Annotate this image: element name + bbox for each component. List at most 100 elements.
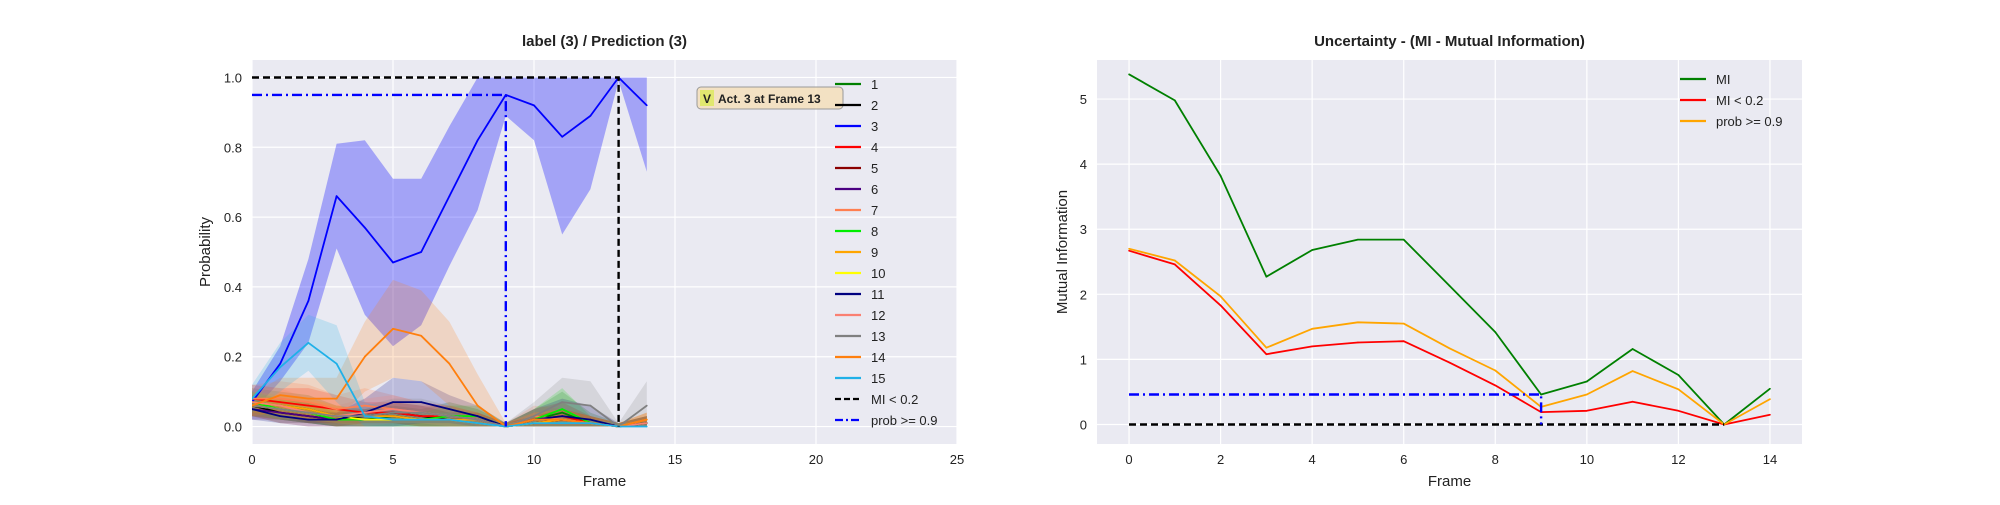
annotation-box (696, 86, 844, 110)
y-tick-label: 5 (1080, 92, 1087, 107)
point-series-MI (1128, 73, 1130, 76)
point-series-13 (561, 401, 563, 403)
point-series-MI (1769, 387, 1771, 390)
point-series-8 (561, 408, 563, 410)
point-series-MI (1586, 380, 1588, 383)
point-series-7 (279, 397, 282, 400)
y-tick-label: 0.8 (224, 140, 242, 155)
point-series-15 (561, 422, 563, 424)
x-tick-label: 25 (950, 452, 964, 467)
point-series-prob >= 0.9 (1586, 393, 1588, 396)
point-series-11 (279, 415, 282, 417)
point-series-MI (1540, 393, 1542, 396)
legend-label: 9 (871, 245, 878, 260)
point-series-7 (335, 408, 338, 410)
point-series-15 (335, 362, 338, 365)
point-series-prob >= 0.9 (1311, 328, 1313, 330)
plot-content (1128, 73, 1771, 426)
legend-label: 8 (871, 224, 878, 239)
x-tick-label: 14 (1763, 452, 1777, 467)
x-tick-label: 12 (1671, 452, 1685, 467)
x-tick-label: 0 (248, 452, 255, 467)
point-series-3 (561, 136, 563, 138)
legend-label: 1 (871, 77, 878, 92)
legend-label: 2 (871, 98, 878, 113)
plot-area (1097, 60, 1802, 444)
point-series-15 (646, 425, 648, 428)
y-tick-label: 3 (1080, 222, 1087, 237)
point-series-6 (279, 411, 282, 414)
point-series-12 (646, 422, 648, 424)
point-series-MI < 0.2 (1357, 341, 1359, 344)
point-series-15 (307, 341, 310, 344)
point-series-MI (1357, 238, 1359, 241)
x-axis-label: Frame (1428, 473, 1471, 490)
point-series-3 (420, 251, 423, 253)
point-series-prob >= 0.9 (1494, 369, 1497, 372)
legend-label: prob >= 0.9 (871, 413, 938, 428)
point-series-14 (561, 418, 563, 421)
legend-label: 14 (871, 350, 885, 365)
point-series-14 (646, 418, 648, 421)
point-series-14 (279, 394, 282, 396)
activity-annotation: V Act. 3 at Frame 13 (696, 86, 844, 110)
band-series-3 (252, 77, 647, 413)
x-tick-label: 10 (527, 452, 541, 467)
point-series-13 (392, 411, 394, 414)
x-tick-label: 10 (1580, 452, 1594, 467)
point-series-9 (307, 408, 310, 410)
point-series-MI < 0.2 (1219, 304, 1222, 307)
point-series-MI < 0.2 (1402, 340, 1405, 342)
point-series-11 (392, 401, 394, 403)
point-series-3 (279, 362, 282, 365)
point-series-prob >= 0.9 (1402, 322, 1405, 325)
point-series-12 (279, 404, 282, 407)
point-series-12 (364, 411, 366, 414)
x-tick-label: 15 (668, 452, 682, 467)
point-series-15 (364, 415, 366, 417)
legend-label: 15 (871, 371, 885, 386)
point-series-14 (364, 355, 366, 358)
x-tick-label: 4 (1309, 452, 1316, 467)
point-series-MI (1402, 238, 1405, 241)
point-series-prob >= 0.9 (1265, 346, 1268, 349)
point-series-4 (420, 415, 423, 417)
point-series-11 (420, 401, 423, 403)
point-series-14 (335, 397, 338, 400)
point-series-11 (252, 408, 253, 410)
point-series-MI < 0.2 (1128, 249, 1130, 252)
y-tick-label: 1.0 (224, 70, 242, 85)
point-series-11 (307, 418, 310, 421)
point-series-14 (252, 404, 253, 407)
point-series-11 (476, 415, 479, 417)
point-series-14 (420, 334, 423, 337)
legend-label: 11 (871, 287, 885, 302)
point-series-MI < 0.2 (1586, 410, 1588, 412)
legend-label: 7 (871, 203, 878, 218)
point-series-13 (448, 415, 451, 417)
point-series-MI (1311, 249, 1313, 251)
legend-label: MI (1716, 72, 1730, 87)
point-series-14 (392, 328, 394, 330)
reference-line-1 (252, 93, 507, 427)
point-series-3 (448, 195, 451, 197)
legend-label: MI < 0.2 (871, 392, 918, 407)
point-series-7 (307, 401, 310, 403)
point-series-13 (533, 415, 535, 417)
point-series-prob >= 0.9 (1769, 398, 1771, 400)
legend-label: 12 (871, 308, 885, 323)
point-series-9 (392, 415, 394, 417)
legend-label: prob >= 0.9 (1716, 114, 1783, 129)
point-series-12 (392, 408, 394, 410)
point-series-prob >= 0.9 (1128, 247, 1130, 250)
x-tick-label: 8 (1492, 452, 1499, 467)
x-tick-label: 20 (809, 452, 823, 467)
legend-label: 4 (871, 140, 878, 155)
point-series-4 (279, 401, 282, 403)
point-series-15 (589, 422, 592, 424)
point-series-15 (279, 366, 282, 369)
point-series-3 (533, 104, 535, 107)
